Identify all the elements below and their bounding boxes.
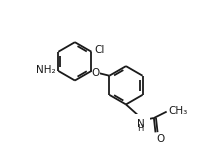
Text: NH₂: NH₂ <box>36 65 55 75</box>
Text: O: O <box>92 68 100 78</box>
Text: O: O <box>156 134 165 144</box>
Text: N: N <box>137 119 145 129</box>
Text: CH₃: CH₃ <box>168 106 187 116</box>
Text: Cl: Cl <box>94 45 105 55</box>
Text: H: H <box>137 124 143 133</box>
